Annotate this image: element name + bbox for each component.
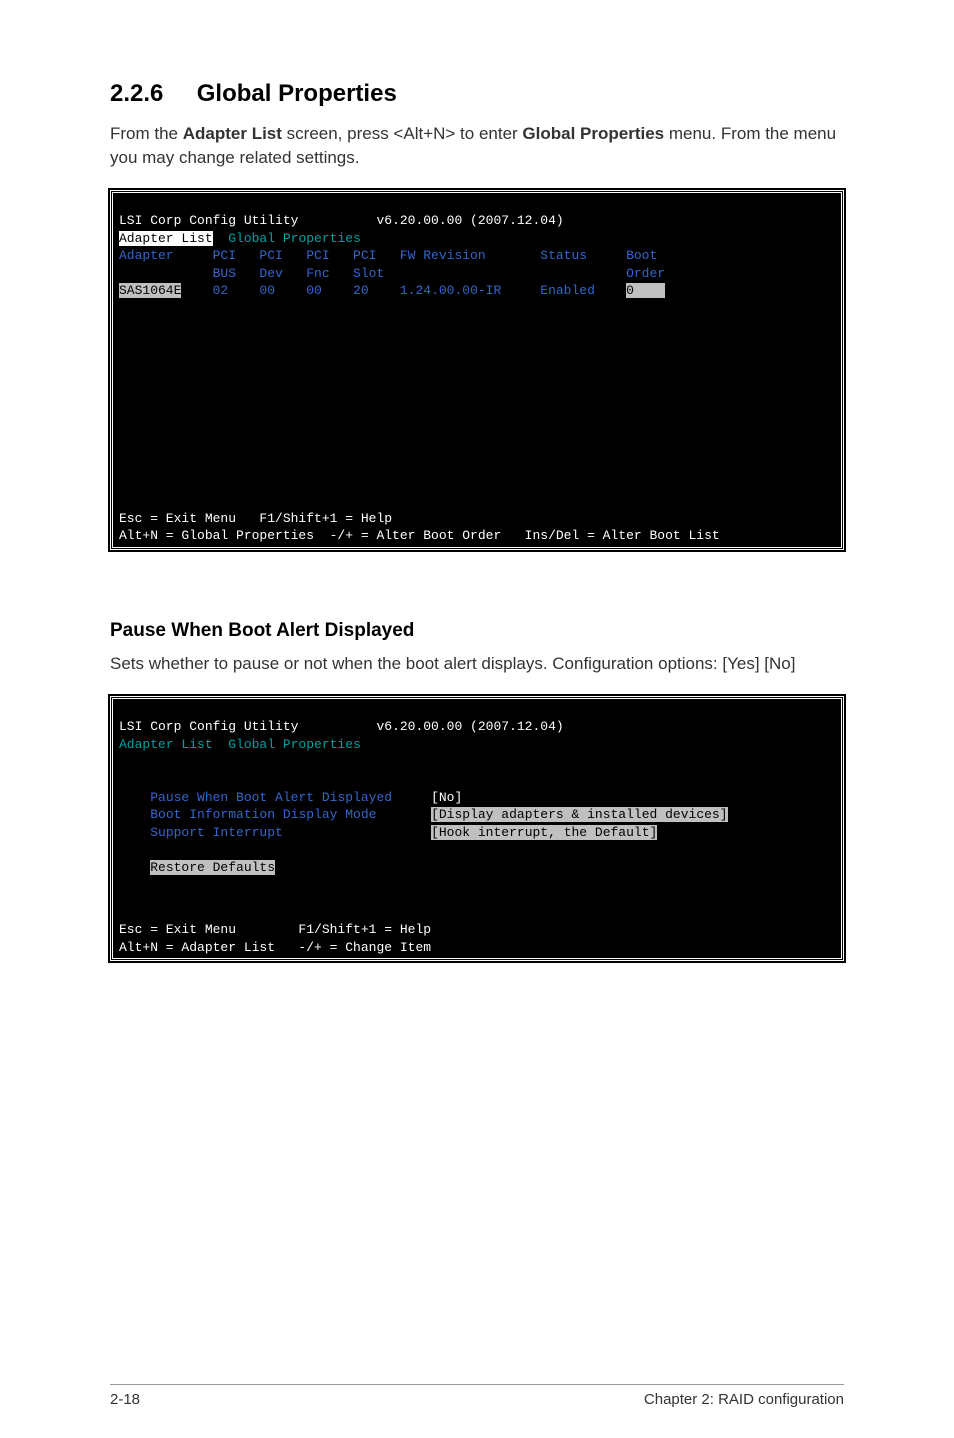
terminal1-title: LSI Corp Config Utility v6.20.00.00 (200… xyxy=(119,213,564,228)
terminal2-menu-sel: Global Properties xyxy=(228,737,361,752)
opt1-value: [No] xyxy=(431,790,462,805)
intro-prefix: From the xyxy=(110,124,183,143)
section-number: 2.2.6 xyxy=(110,80,163,107)
terminal1-bootorder-cell: 0 xyxy=(626,283,665,298)
opt3-label: Support Interrupt xyxy=(150,825,283,840)
terminal2-body: Pause When Boot Alert Displayed [No] Boo… xyxy=(119,753,835,903)
page-footer: 2-18 Chapter 2: RAID configuration xyxy=(110,1384,844,1408)
opt2-value: [Display adapters & installed devices] xyxy=(431,807,727,822)
terminal1-header-row2: BUS Dev Fnc Slot Order xyxy=(119,266,665,281)
page-footer-right: Chapter 2: RAID configuration xyxy=(644,1391,844,1408)
opt4-restore: Restore Defaults xyxy=(150,860,275,875)
page-footer-left: 2-18 xyxy=(110,1391,140,1408)
intro-bold2: Global Properties xyxy=(522,124,664,143)
section-heading: 2.2.6 Global Properties xyxy=(110,80,844,108)
terminal1-footer2: Alt+N = Global Properties -/+ = Alter Bo… xyxy=(119,528,720,543)
terminal1-adapter-cell: SAS1064E xyxy=(119,283,181,298)
intro-bold1: Adapter List xyxy=(183,124,282,143)
sub-heading: Pause When Boot Alert Displayed xyxy=(110,620,844,642)
terminal1-menu-plain: Global Properties xyxy=(213,231,361,246)
terminal-global-properties: LSI Corp Config Utility v6.20.00.00 (200… xyxy=(110,696,844,961)
opt2-label: Boot Information Display Mode xyxy=(150,807,376,822)
sub-text: Sets whether to pause or not when the bo… xyxy=(110,652,844,676)
opt1-label: Pause When Boot Alert Displayed xyxy=(150,790,392,805)
terminal1-body: SAS1064E 02 00 00 20 1.24.00.00-IR Enabl… xyxy=(119,282,835,492)
terminal1-menu-selected: Adapter List xyxy=(119,231,213,246)
terminal2-footer2: Alt+N = Adapter List -/+ = Change Item xyxy=(119,940,431,955)
terminal1-header-row1: Adapter PCI PCI PCI PCI FW Revision Stat… xyxy=(119,248,657,263)
section-title: Global Properties xyxy=(197,80,397,107)
terminal2-title: LSI Corp Config Utility v6.20.00.00 (200… xyxy=(119,719,564,734)
opt3-value: [Hook interrupt, the Default] xyxy=(431,825,657,840)
terminal2-menu-plain: Adapter List xyxy=(119,737,228,752)
intro-mid1: screen, press <Alt+N> to enter xyxy=(282,124,522,143)
terminal1-footer1: Esc = Exit Menu F1/Shift+1 = Help xyxy=(119,511,392,526)
terminal-adapter-list: LSI Corp Config Utility v6.20.00.00 (200… xyxy=(110,190,844,550)
terminal2-footer1: Esc = Exit Menu F1/Shift+1 = Help xyxy=(119,922,431,937)
intro-paragraph: From the Adapter List screen, press <Alt… xyxy=(110,122,844,170)
